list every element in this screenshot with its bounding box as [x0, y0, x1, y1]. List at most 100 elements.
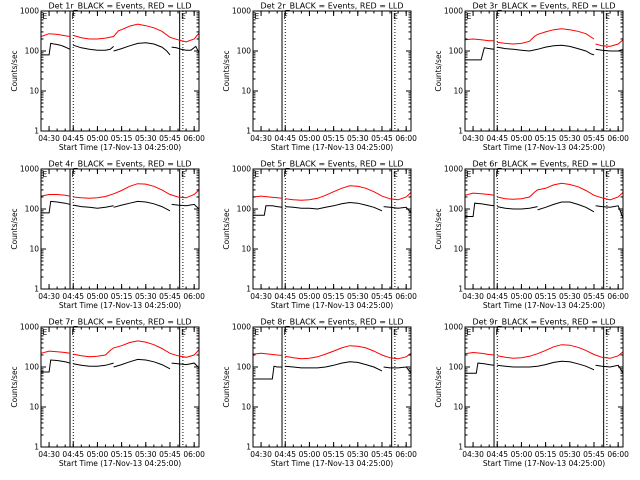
- events-series-line: [595, 205, 624, 219]
- segment-marker: E: [393, 170, 398, 179]
- plot-title: Det 7r_BLACK = Events, RED = LLD: [48, 318, 191, 327]
- x-axis-label: Start Time (17-Nov-13 04:25:00): [271, 459, 393, 468]
- x-tick-label: 06:00: [607, 134, 629, 143]
- y-tick-label: 100: [25, 205, 40, 214]
- events-series-line: [41, 42, 71, 56]
- y-tick-label: 10: [241, 403, 251, 412]
- plot-frame: [40, 10, 200, 132]
- y-tick-label: 1000: [444, 7, 463, 16]
- x-axis-label: Start Time (17-Nov-13 04:25:00): [59, 459, 181, 468]
- events-series-line: [537, 201, 595, 213]
- x-tick-label: 06:00: [183, 292, 205, 301]
- y-axis-label: Counts/sec: [222, 208, 231, 249]
- events-series-line: [113, 42, 171, 56]
- x-tick-label: 05:00: [87, 134, 109, 143]
- y-tick-label: 100: [237, 47, 252, 56]
- x-tick-label: 05:15: [323, 134, 345, 143]
- x-tick-label: 05:45: [583, 292, 605, 301]
- y-tick-label: 1: [34, 285, 39, 294]
- plot-frame: [464, 168, 624, 290]
- y-axis-label: Counts/sec: [434, 366, 443, 407]
- x-tick-label: 05:15: [535, 134, 557, 143]
- x-tick-label: 04:30: [462, 292, 484, 301]
- y-tick-label: 10: [453, 87, 463, 96]
- x-tick-label: 04:45: [62, 450, 84, 459]
- x-tick-label: 04:45: [486, 134, 508, 143]
- y-tick-label: 100: [237, 363, 252, 372]
- plot-frame: [464, 10, 624, 132]
- segment-marker: F: [496, 170, 500, 179]
- events-series-line: [497, 44, 595, 56]
- lld-series-line: [40, 194, 71, 197]
- events-series-line: [73, 44, 114, 51]
- x-tick-label: 05:30: [559, 134, 581, 143]
- x-axis-label: Start Time (17-Nov-13 04:25:00): [271, 143, 393, 152]
- x-tick-label: 05:15: [111, 292, 133, 301]
- events-series-line: [113, 200, 171, 212]
- x-tick-label: 05:00: [511, 292, 533, 301]
- events-series-line: [383, 366, 412, 374]
- lld-series-line: [497, 182, 624, 201]
- lld-series-line: [73, 23, 200, 43]
- lld-series-line: [73, 183, 200, 199]
- y-tick-label: 100: [449, 47, 464, 56]
- lld-series-line: [285, 185, 412, 201]
- x-axis-label: Start Time (17-Nov-13 04:25:00): [483, 301, 605, 310]
- x-tick-label: 05:45: [371, 134, 393, 143]
- plot-title: Det 3r_BLACK = Events, RED = LLD: [472, 2, 615, 11]
- segment-marker: E: [605, 170, 610, 179]
- x-tick-label: 04:30: [250, 134, 272, 143]
- y-tick-label: 1000: [20, 323, 39, 332]
- segment-marker: F: [72, 328, 76, 337]
- lld-series-line: [252, 352, 283, 356]
- x-tick-label: 05:15: [323, 292, 345, 301]
- x-tick-label: 05:30: [559, 292, 581, 301]
- x-tick-label: 04:30: [250, 292, 272, 301]
- segment-marker: E: [605, 328, 610, 337]
- x-tick-label: 05:30: [135, 292, 157, 301]
- segment-marker: E: [255, 328, 260, 337]
- x-tick-label: 05:00: [511, 134, 533, 143]
- plot-title: Det 4r_BLACK = Events, RED = LLD: [48, 160, 191, 169]
- x-tick-label: 04:45: [274, 134, 296, 143]
- segment-marker: E: [181, 328, 186, 337]
- plot-title: Det 6r_BLACK = Events, RED = LLD: [472, 160, 615, 169]
- x-tick-label: 06:00: [607, 450, 629, 459]
- events-series-line: [497, 206, 538, 210]
- events-series-line: [285, 201, 383, 212]
- segment-marker: E: [43, 12, 48, 21]
- x-tick-label: 05:30: [347, 292, 369, 301]
- lld-series-line: [464, 192, 495, 196]
- events-series-line: [285, 361, 383, 372]
- y-tick-label: 1000: [232, 323, 251, 332]
- lld-series-line: [595, 39, 624, 47]
- x-tick-label: 05:45: [159, 134, 181, 143]
- events-series-line: [171, 362, 200, 369]
- x-tick-label: 04:45: [486, 292, 508, 301]
- y-tick-label: 10: [241, 245, 251, 254]
- events-series-line: [465, 47, 495, 61]
- y-axis-label: Counts/sec: [222, 50, 231, 91]
- events-series-line: [383, 206, 412, 214]
- y-tick-label: 1: [34, 443, 39, 452]
- segment-marker: E: [467, 170, 472, 179]
- x-tick-label: 05:30: [559, 450, 581, 459]
- y-tick-label: 1: [246, 127, 251, 136]
- y-tick-label: 1: [246, 285, 251, 294]
- x-tick-label: 05:30: [347, 450, 369, 459]
- plot-title: Det 9r_BLACK = Events, RED = LLD: [472, 318, 615, 327]
- x-tick-label: 05:00: [511, 450, 533, 459]
- y-axis-label: Counts/sec: [10, 366, 19, 407]
- events-series-line: [41, 200, 71, 214]
- segment-marker: F: [72, 12, 76, 21]
- plot-frame: [40, 326, 200, 448]
- x-tick-label: 04:30: [38, 292, 60, 301]
- x-tick-label: 06:00: [183, 450, 205, 459]
- events-series-line: [253, 205, 283, 216]
